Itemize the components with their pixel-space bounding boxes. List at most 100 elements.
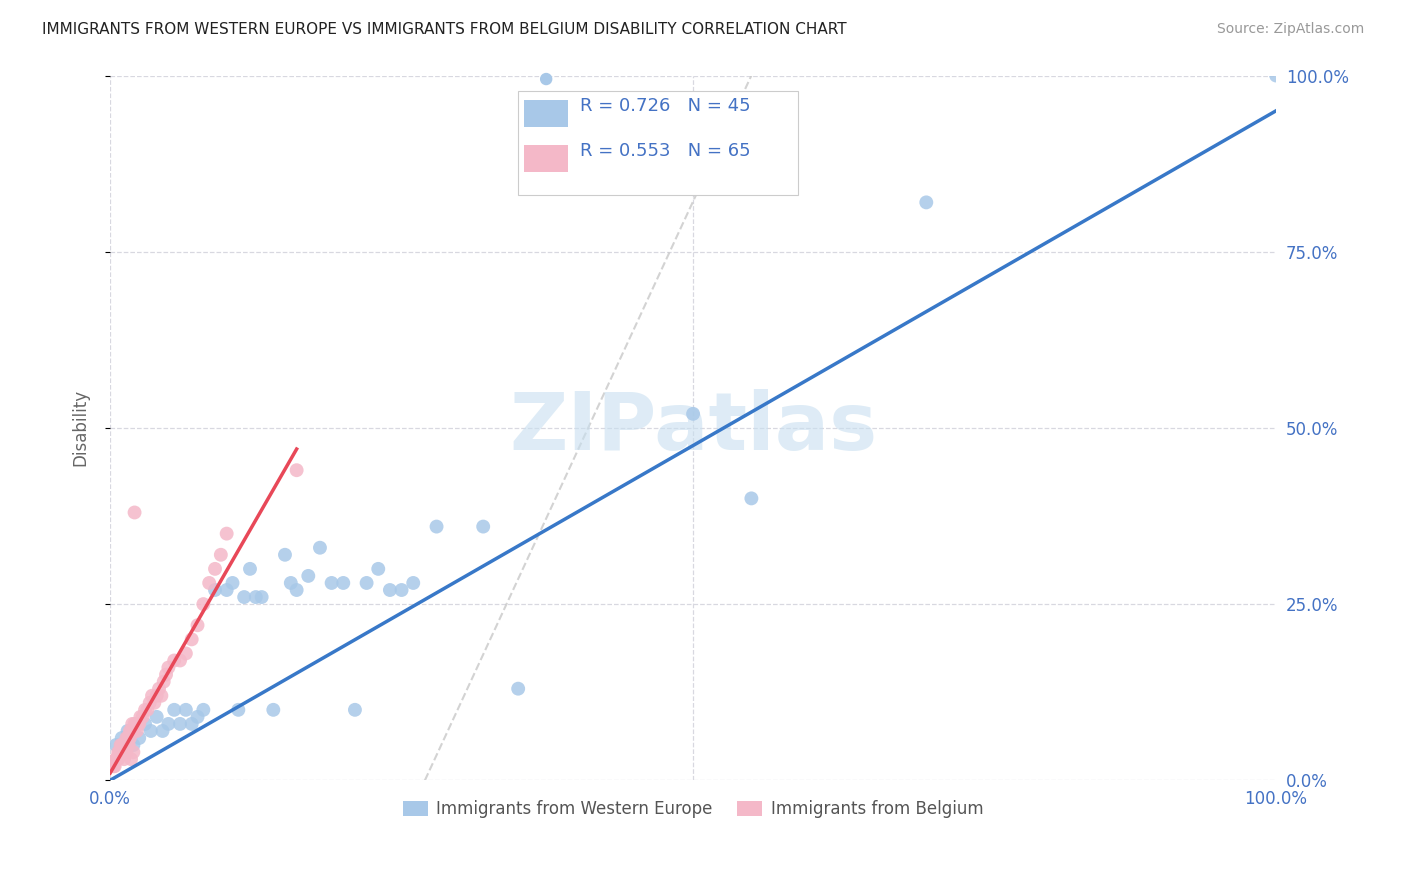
Text: R = 0.726   N = 45: R = 0.726 N = 45: [581, 97, 751, 115]
Point: [682, 407, 704, 421]
Point: [110, 738, 132, 752]
Point: [111, 738, 134, 752]
Point: [209, 548, 232, 562]
Point: [186, 710, 208, 724]
Point: [105, 752, 128, 766]
Point: [378, 582, 401, 597]
Point: [1265, 69, 1288, 83]
Point: [136, 703, 159, 717]
Point: [115, 731, 138, 745]
Point: [221, 576, 243, 591]
Point: [402, 576, 425, 591]
Point: [138, 696, 160, 710]
Point: [309, 541, 332, 555]
Point: [129, 710, 152, 724]
Point: [128, 717, 150, 731]
Point: [274, 548, 297, 562]
Point: [125, 723, 148, 738]
Point: [174, 647, 197, 661]
Point: [108, 745, 131, 759]
Point: [180, 632, 202, 647]
Point: [111, 745, 134, 759]
Point: [122, 723, 145, 738]
Point: [143, 696, 166, 710]
Legend: Immigrants from Western Europe, Immigrants from Belgium: Immigrants from Western Europe, Immigran…: [396, 794, 990, 825]
Text: IMMIGRANTS FROM WESTERN EUROPE VS IMMIGRANTS FROM BELGIUM DISABILITY CORRELATION: IMMIGRANTS FROM WESTERN EUROPE VS IMMIGR…: [42, 22, 846, 37]
Point: [245, 590, 267, 604]
Point: [152, 723, 174, 738]
Point: [163, 703, 186, 717]
Point: [127, 717, 149, 731]
Point: [122, 745, 145, 759]
Point: [114, 738, 136, 752]
Text: R = 0.553   N = 65: R = 0.553 N = 65: [581, 142, 751, 160]
Point: [157, 660, 180, 674]
Point: [121, 717, 143, 731]
Point: [239, 562, 262, 576]
Point: [285, 463, 308, 477]
Point: [104, 738, 127, 752]
Point: [111, 731, 134, 745]
Bar: [524, 100, 568, 127]
Point: [198, 576, 221, 591]
Point: [534, 72, 557, 87]
Point: [204, 562, 226, 576]
Bar: [524, 145, 568, 172]
Point: [157, 717, 180, 731]
Point: [118, 738, 141, 752]
Point: [204, 582, 226, 597]
Point: [104, 752, 127, 766]
Point: [104, 759, 127, 773]
Point: [122, 738, 145, 752]
Point: [139, 723, 162, 738]
Point: [193, 597, 215, 611]
Point: [150, 689, 173, 703]
Point: [425, 519, 447, 533]
Point: [262, 703, 284, 717]
Point: [134, 703, 156, 717]
Point: [120, 723, 142, 738]
Point: [110, 745, 132, 759]
Point: [508, 681, 530, 696]
Point: [107, 752, 129, 766]
Point: [117, 738, 139, 752]
Point: [391, 582, 413, 597]
Point: [118, 723, 141, 738]
Point: [117, 731, 139, 745]
Point: [107, 745, 129, 759]
Point: [124, 717, 146, 731]
Point: [250, 590, 273, 604]
Point: [103, 759, 125, 773]
Point: [356, 576, 378, 591]
FancyBboxPatch shape: [519, 91, 799, 195]
Point: [128, 731, 150, 745]
Point: [108, 745, 131, 759]
Point: [367, 562, 389, 576]
Point: [141, 689, 163, 703]
Point: [332, 576, 354, 591]
Point: [111, 738, 134, 752]
Y-axis label: Disability: Disability: [72, 389, 89, 467]
Point: [112, 752, 135, 766]
Point: [280, 576, 302, 591]
Point: [321, 576, 343, 591]
Point: [343, 703, 366, 717]
Point: [104, 752, 127, 766]
Point: [145, 689, 167, 703]
Point: [118, 731, 141, 745]
Point: [115, 745, 138, 759]
Point: [472, 519, 495, 533]
Point: [132, 710, 155, 724]
Point: [118, 731, 141, 745]
Point: [169, 717, 191, 731]
Point: [215, 526, 238, 541]
Point: [105, 752, 128, 766]
Point: [169, 653, 191, 667]
Point: [228, 703, 250, 717]
Point: [285, 582, 308, 597]
Point: [117, 723, 139, 738]
Point: [134, 717, 156, 731]
Point: [111, 745, 134, 759]
Point: [155, 667, 177, 681]
Point: [121, 723, 143, 738]
